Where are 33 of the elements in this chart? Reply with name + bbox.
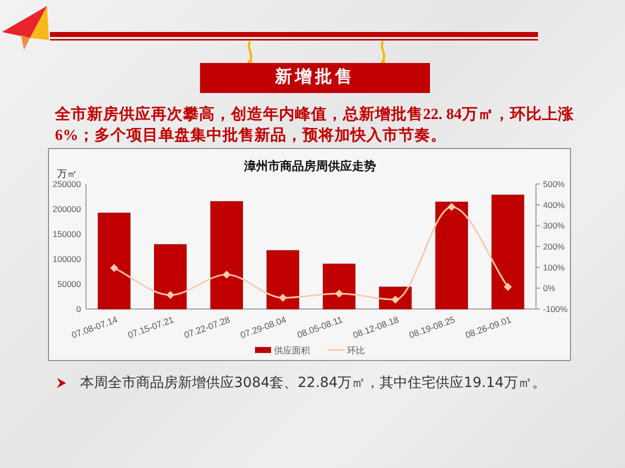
y-tick-label: 0 (76, 304, 82, 314)
y2-tick-label: -100% (543, 304, 568, 314)
bar (154, 244, 187, 310)
y2-tick-label: 0% (543, 283, 556, 294)
y2-tick-label: 100% (543, 262, 566, 272)
bar (435, 202, 468, 310)
point (278, 294, 287, 302)
point (448, 202, 456, 211)
point (222, 270, 231, 279)
text: 全市新房供应再次攀高，创造年内峰值，总新增批售22. 84万㎡，环比上涨6%；多个项目单盘集中批售新品，预将加快入市节奏。 (55, 104, 575, 146)
y-axis-title: 万㎡ (57, 169, 77, 180)
point (335, 290, 344, 298)
bar (492, 194, 524, 310)
legend-label: 供应面积 (274, 346, 310, 356)
bar (322, 264, 356, 310)
point (110, 264, 118, 272)
y-tick-label: 100000 (52, 254, 82, 264)
chart-title: 漳州市商品房周供应走势 (243, 159, 376, 173)
point (166, 291, 174, 300)
text: 本周全市商品房新增供应3084套、22.84万㎡，其中住宅供应19.14万㎡。 (80, 374, 547, 392)
y2-tick-label: 500% (543, 179, 566, 189)
bar (210, 201, 243, 310)
y-tick-label: 200000 (52, 204, 82, 214)
y-tick-label: 150000 (52, 229, 82, 239)
y-tick-label: 50000 (57, 279, 82, 289)
point (504, 282, 512, 291)
y2-tick-label: 200% (543, 242, 566, 252)
y2-tick-label: 300% (543, 220, 566, 231)
bar (98, 212, 130, 310)
y-tick-label: 250000 (52, 179, 82, 189)
legend-label: 环比 (347, 346, 365, 356)
bar (266, 250, 300, 310)
y2-tick-label: 400% (543, 200, 566, 210)
